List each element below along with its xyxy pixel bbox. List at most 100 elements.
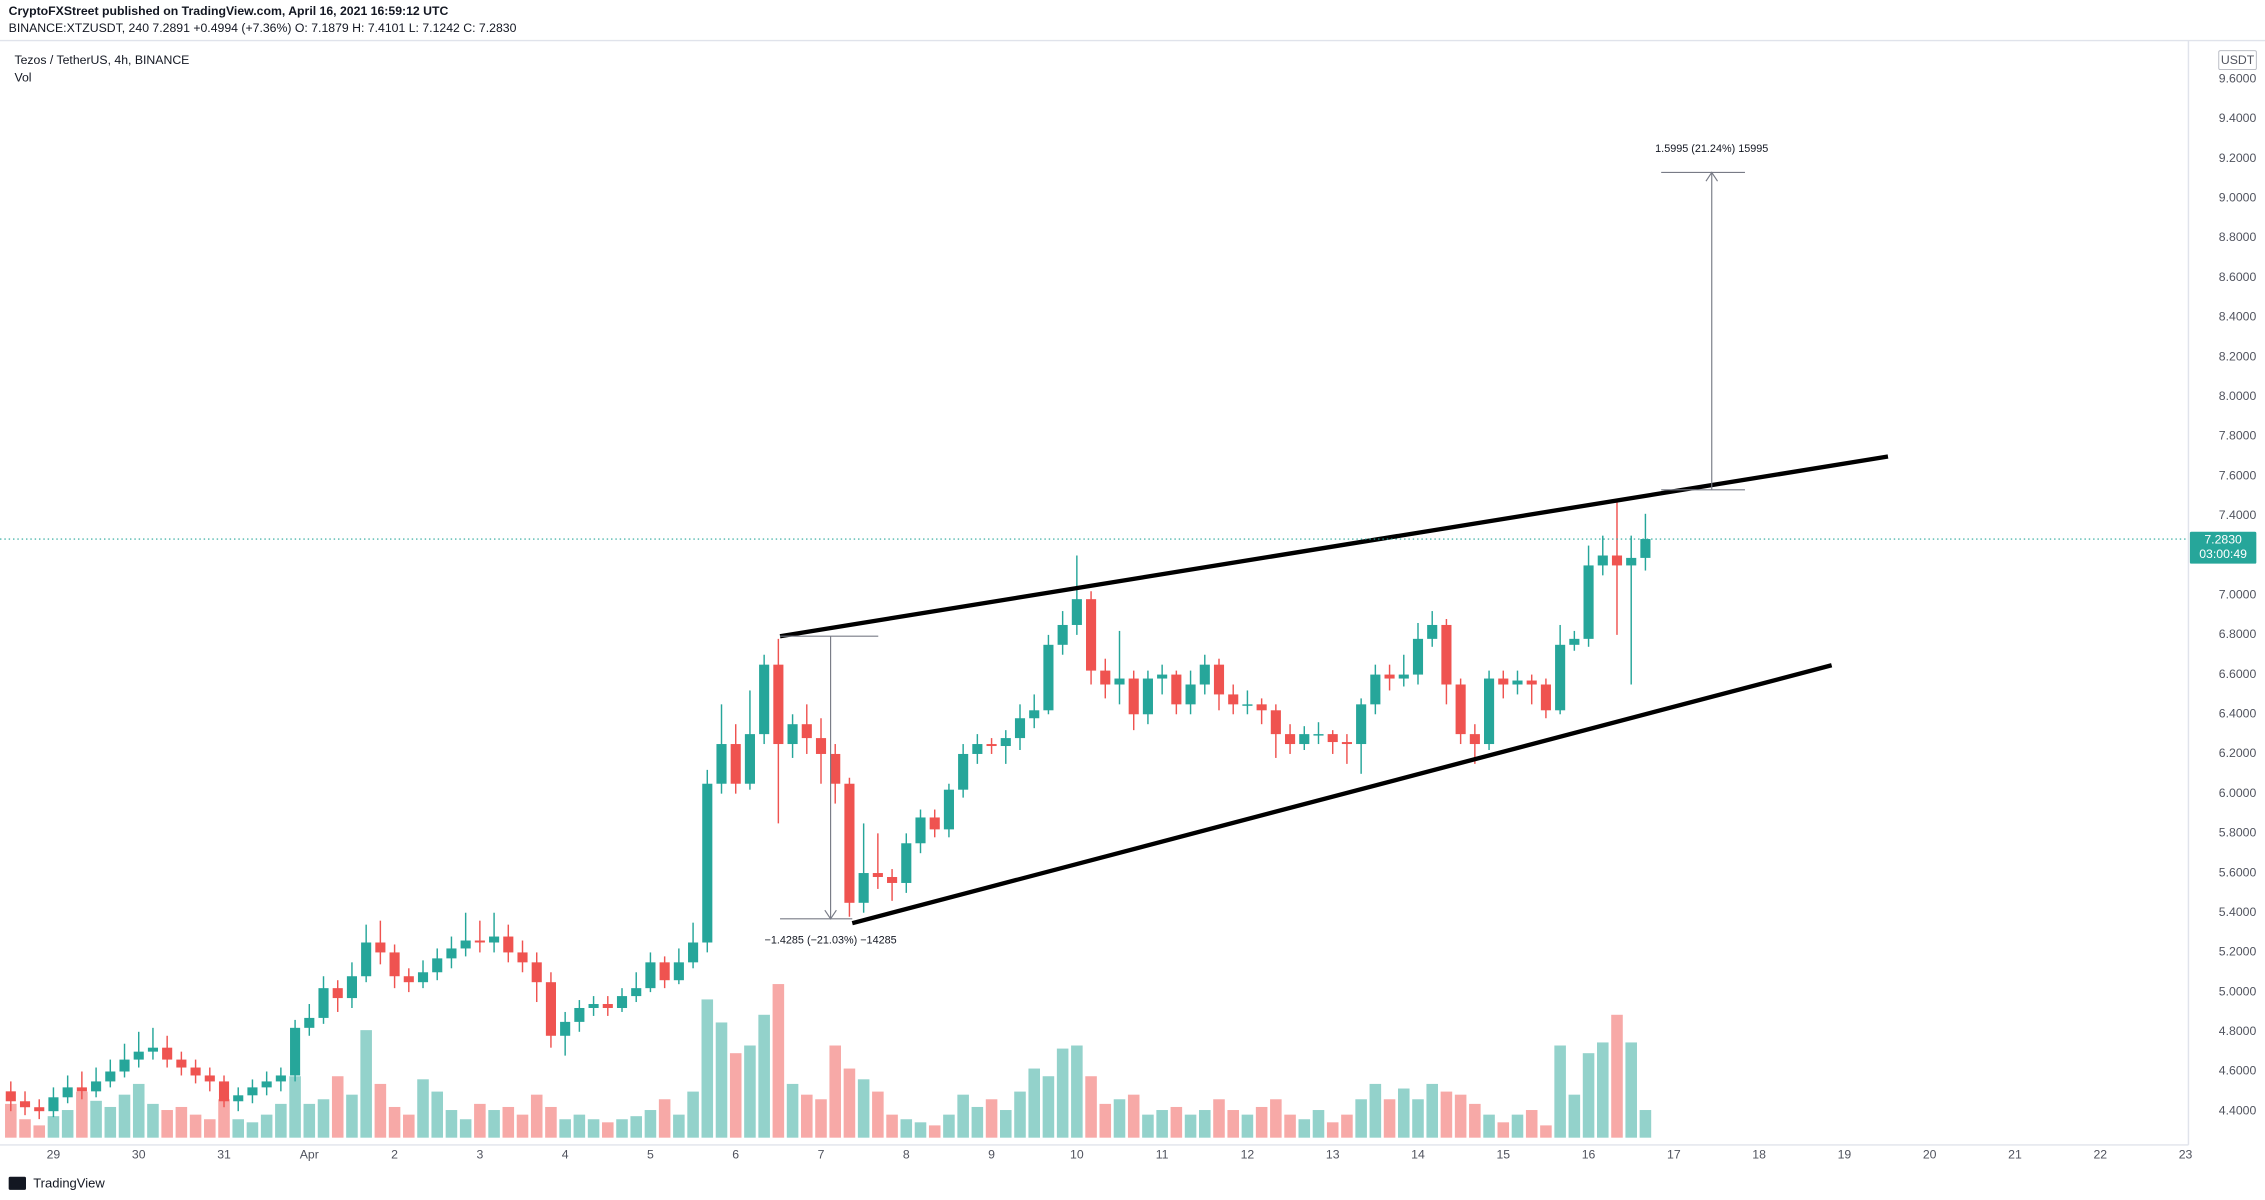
candle-body — [375, 942, 386, 953]
volume-bar — [61, 1110, 74, 1138]
candle-body — [716, 744, 727, 784]
candle-body — [1611, 555, 1623, 566]
volume-bar — [1127, 1094, 1140, 1138]
volume-bar — [1525, 1110, 1538, 1138]
y-tick-label: 5.8000 — [2219, 826, 2257, 840]
candle-body — [1171, 674, 1182, 705]
y-tick-label: 5.2000 — [2219, 945, 2257, 959]
volume-bar — [374, 1083, 387, 1138]
candle-body — [91, 1081, 102, 1092]
volume-bar — [857, 1079, 870, 1138]
brand-logo — [8, 1176, 27, 1190]
candle-body — [1057, 624, 1068, 645]
volume-bar — [445, 1110, 458, 1138]
volume-bar — [1326, 1122, 1339, 1138]
x-tick-label: 9 — [988, 1147, 995, 1161]
volume-bar — [47, 1116, 60, 1138]
candle-body — [389, 952, 400, 977]
price-tag-countdown: 03:00:49 — [2199, 547, 2247, 561]
x-tick-label: 15 — [1496, 1147, 1510, 1161]
candle-body — [645, 962, 656, 989]
volume-bar — [488, 1110, 500, 1138]
y-tick-label: 5.6000 — [2219, 865, 2257, 879]
x-tick-label: 30 — [132, 1147, 146, 1161]
volume-bar — [943, 1114, 955, 1138]
volume-bar — [331, 1076, 344, 1138]
candle-body — [915, 817, 926, 844]
volume-bar — [1042, 1076, 1055, 1138]
volume-bar — [1028, 1068, 1040, 1138]
volume-bar — [1426, 1083, 1438, 1138]
candle-body — [247, 1087, 258, 1096]
candle-body — [460, 940, 471, 949]
candle-body — [1029, 710, 1040, 719]
candle-body — [1114, 678, 1125, 685]
candle-body — [1356, 704, 1367, 745]
volume-bar — [1398, 1088, 1410, 1138]
x-tick-label: 13 — [1326, 1147, 1340, 1161]
volume-bar — [530, 1094, 543, 1138]
candle-body — [844, 783, 855, 903]
volume-bar — [5, 1103, 17, 1138]
candle-body — [19, 1101, 31, 1108]
volume-bar — [388, 1106, 401, 1138]
candle-body — [489, 936, 500, 943]
candle-body — [744, 734, 755, 784]
lower-measure — [780, 635, 879, 920]
volume-bar — [928, 1125, 941, 1138]
candle-body — [233, 1095, 244, 1102]
volume-bar — [1540, 1125, 1552, 1138]
brand-text: TradingView — [33, 1175, 105, 1190]
candle-body — [76, 1087, 87, 1092]
candle-body — [204, 1075, 215, 1082]
volume-bar — [1298, 1119, 1311, 1138]
x-tick-label: 3 — [476, 1147, 483, 1161]
publisher-line: CryptoFXStreet published on TradingView.… — [9, 4, 449, 18]
x-tick-label: 29 — [47, 1147, 61, 1161]
candle-body — [887, 877, 898, 883]
candle-body — [972, 744, 983, 754]
volume-bar — [289, 1076, 301, 1138]
y-tick-label: 8.2000 — [2219, 349, 2257, 363]
brand: TradingView — [8, 1175, 105, 1191]
candle-body — [560, 1021, 571, 1036]
candle-body — [1327, 734, 1338, 743]
y-tick-label: 8.6000 — [2219, 270, 2257, 284]
candle-body — [815, 738, 827, 754]
x-tick-label: 11 — [1156, 1147, 1169, 1161]
volume-bar — [246, 1122, 259, 1138]
candle-body — [1583, 565, 1594, 639]
candle-body — [986, 744, 997, 747]
candle-body — [275, 1075, 286, 1082]
candle-body — [432, 958, 443, 973]
volume-bar — [744, 1045, 756, 1138]
volume-bar — [815, 1099, 827, 1138]
candle-body — [1469, 734, 1480, 745]
volume-bar — [616, 1119, 628, 1138]
volume-bar — [1639, 1110, 1652, 1138]
volume-bar — [985, 1099, 998, 1138]
volume-bar — [644, 1110, 657, 1138]
candle-body — [218, 1081, 230, 1102]
volume-bar — [786, 1083, 799, 1138]
candle-body — [290, 1027, 301, 1076]
volume-bar — [1625, 1042, 1637, 1138]
x-tick-label: 12 — [1241, 1147, 1255, 1161]
volume-bar — [132, 1083, 145, 1138]
volume-bar — [829, 1045, 841, 1138]
candle-body — [1441, 624, 1452, 685]
candle-body — [517, 952, 528, 963]
y-tick-label: 5.0000 — [2219, 984, 2257, 998]
candle-body — [1000, 738, 1011, 747]
volume-bar — [1355, 1099, 1367, 1138]
volume-bar — [403, 1114, 415, 1138]
volume-bar — [1142, 1114, 1154, 1138]
volume-bar — [658, 1099, 671, 1138]
volume-bar — [1213, 1099, 1225, 1138]
volume-bar — [758, 1014, 770, 1138]
candle-body — [62, 1087, 73, 1098]
volume-bar — [360, 1030, 372, 1138]
volume-bar — [1014, 1091, 1026, 1138]
candle-body — [304, 1017, 315, 1028]
volume-bar — [1284, 1114, 1296, 1138]
